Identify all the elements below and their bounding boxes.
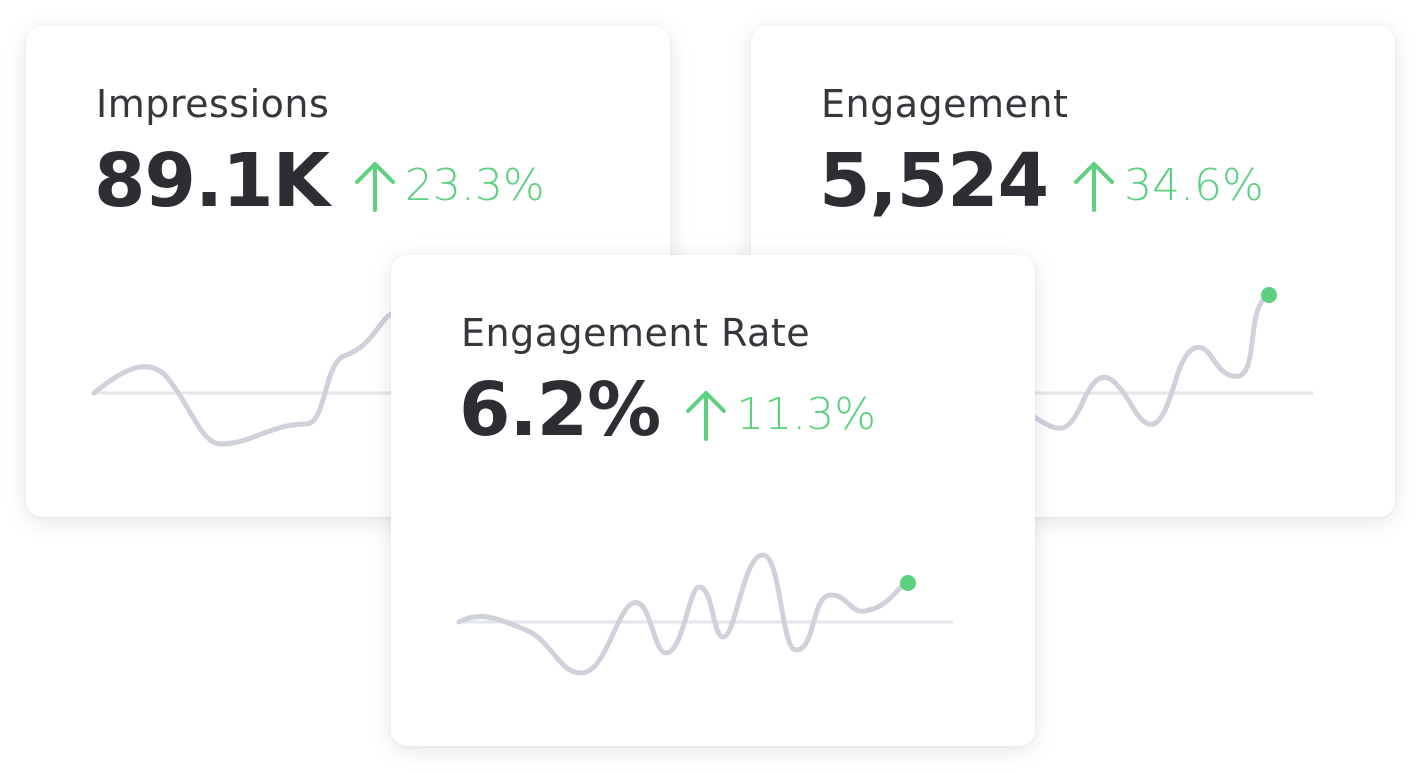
engagement-rate-title: Engagement Rate bbox=[461, 311, 811, 355]
impressions-change: 23.3% bbox=[353, 160, 545, 212]
arrow-up-icon bbox=[1074, 162, 1115, 212]
impressions-change-value: 23.3% bbox=[404, 160, 545, 211]
engagement-change: 34.6% bbox=[1072, 160, 1264, 212]
engagement-endpoint-dot bbox=[1261, 287, 1277, 303]
engagement-rate-trend-line bbox=[456, 552, 911, 676]
impressions-trend-line bbox=[91, 309, 429, 447]
impressions-metric-row: 89.1K 23.3% bbox=[94, 144, 545, 218]
engagement-rate-change: 11.3% bbox=[684, 389, 876, 441]
arrow-up-icon bbox=[354, 162, 395, 212]
engagement-rate-metric-row: 6.2% 11.3% bbox=[459, 373, 876, 447]
arrow-up-icon bbox=[686, 391, 727, 441]
impressions-title: Impressions bbox=[96, 82, 330, 126]
engagement-value: 5,524 bbox=[819, 138, 1049, 224]
engagement-change-value: 34.6% bbox=[1124, 160, 1264, 211]
engagement-metric-row: 5,524 34.6% bbox=[819, 144, 1264, 218]
impressions-value: 89.1K bbox=[94, 138, 330, 224]
engagement-rate-change-value: 11.3% bbox=[736, 389, 877, 440]
engagement-rate-card[interactable]: Engagement Rate 6.2% 11.3% bbox=[391, 255, 1035, 746]
engagement-rate-endpoint-dot bbox=[900, 575, 916, 591]
engagement-rate-value: 6.2% bbox=[459, 367, 661, 453]
engagement-title: Engagement bbox=[821, 82, 1069, 126]
